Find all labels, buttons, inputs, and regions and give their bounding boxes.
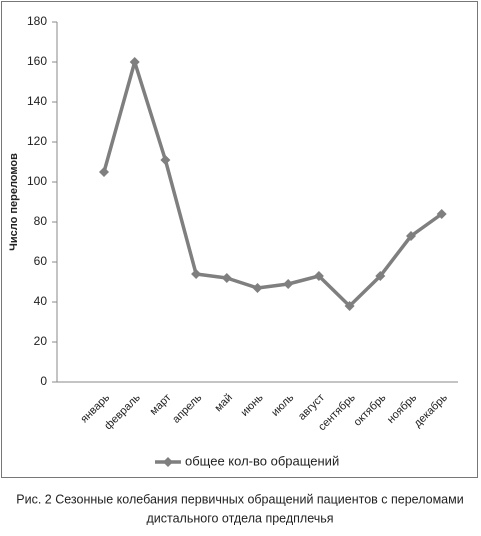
point-marker	[283, 279, 294, 289]
y-tick-label: 0	[40, 374, 47, 388]
legend-label: общее кол-во обращений	[185, 453, 339, 468]
y-tick-label: 80	[34, 214, 48, 228]
point-marker	[99, 167, 109, 177]
legend-marker	[163, 457, 173, 467]
point-marker	[375, 271, 386, 281]
y-tick-label: 160	[27, 54, 47, 68]
series-line	[102, 60, 443, 308]
point-marker	[406, 231, 416, 241]
caption: Рис. 2 Сезонные колебания первичных обра…	[16, 492, 463, 506]
y-tick-label: 120	[27, 134, 47, 148]
point-marker	[313, 271, 324, 281]
y-tick-label: 100	[27, 174, 47, 188]
point-marker	[252, 283, 263, 293]
point-marker	[436, 209, 447, 219]
caption: дистального отдела предплечья	[146, 511, 333, 525]
y-axis-label: Число переломов	[8, 153, 20, 251]
y-tick-label: 60	[34, 254, 48, 268]
y-tick-label: 180	[27, 14, 47, 28]
chart-frame	[1, 1, 478, 478]
y-tick-label: 20	[34, 334, 48, 348]
point-marker	[160, 155, 171, 165]
point-marker	[129, 57, 140, 67]
point-marker	[344, 301, 355, 311]
y-tick-label: 40	[34, 294, 48, 308]
point-marker	[221, 273, 232, 283]
y-tick-label: 140	[27, 94, 47, 108]
point-marker	[191, 269, 202, 279]
